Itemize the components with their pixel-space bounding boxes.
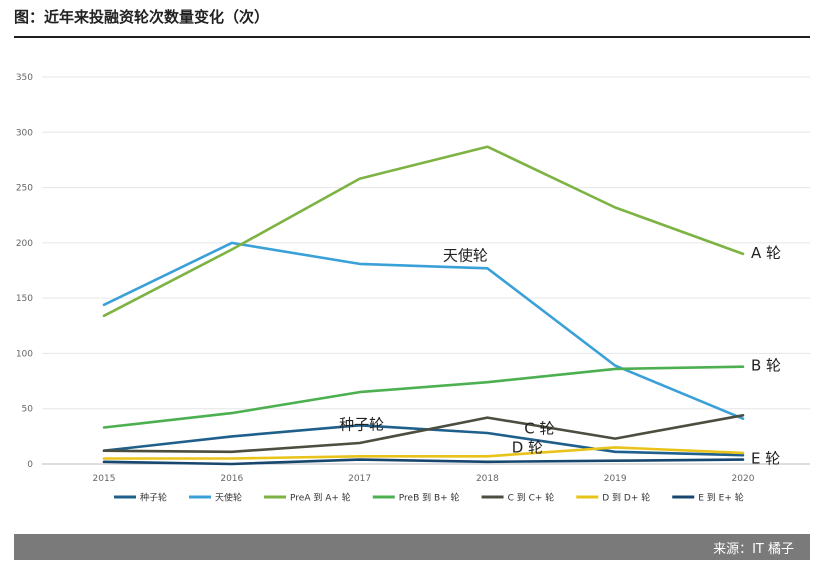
x-tick-label: 2018 <box>476 474 499 484</box>
x-tick-label: 2016 <box>220 474 243 484</box>
x-tick-label: 2020 <box>732 474 755 484</box>
y-tick-label: 350 <box>16 73 33 83</box>
annotation-label: B 轮 <box>751 357 781 375</box>
legend-label: C 到 C+ 轮 <box>508 492 555 504</box>
series-line-D-到-Dplus-轮 <box>102 446 745 460</box>
annotation-label: C 轮 <box>524 420 554 438</box>
y-tick-label: 100 <box>16 349 33 359</box>
annotation-label: 天使轮 <box>443 246 488 264</box>
y-tick-label: 50 <box>22 405 34 415</box>
series-line-PreB-到-Bplus-轮 <box>102 365 745 429</box>
page-title: 图：近年来投融资轮次数量变化（次） <box>14 8 270 26</box>
annotation-label: A 轮 <box>751 244 781 262</box>
series-line-PreA-到-Aplus-轮 <box>102 145 745 318</box>
annotation-label: E 轮 <box>751 450 780 468</box>
source-text: 来源：IT 橘子 <box>713 542 794 557</box>
y-tick-label: 250 <box>16 184 33 194</box>
series-line-C-到-Cplus-轮 <box>102 413 745 454</box>
annotation-label: D 轮 <box>512 438 543 456</box>
legend-label: PreB 到 B+ 轮 <box>399 492 460 504</box>
y-tick-label: 200 <box>16 239 33 249</box>
x-tick-label: 2017 <box>348 474 371 484</box>
y-tick-label: 300 <box>16 128 33 138</box>
x-tick-label: 2015 <box>93 474 116 484</box>
x-tick-label: 2019 <box>604 474 627 484</box>
series-line-E-到-Eplus-轮 <box>102 458 745 466</box>
legend-label: 天使轮 <box>215 492 242 504</box>
legend-label: 种子轮 <box>140 492 167 504</box>
legend-label: PreA 到 A+ 轮 <box>290 492 351 504</box>
series-line-天使轮 <box>102 241 745 421</box>
legend-label: E 到 E+ 轮 <box>698 492 744 504</box>
y-tick-label: 0 <box>27 460 33 470</box>
title-divider <box>14 36 810 38</box>
annotation-label: 种子轮 <box>339 415 384 433</box>
legend-label: D 到 D+ 轮 <box>602 492 650 504</box>
y-tick-label: 150 <box>16 294 33 304</box>
source-bar: 来源：IT 橘子 <box>14 534 810 560</box>
line-chart: 0 50 100 150 200 250 300 350 2015 2016 2017 2018 201… <box>16 73 810 504</box>
